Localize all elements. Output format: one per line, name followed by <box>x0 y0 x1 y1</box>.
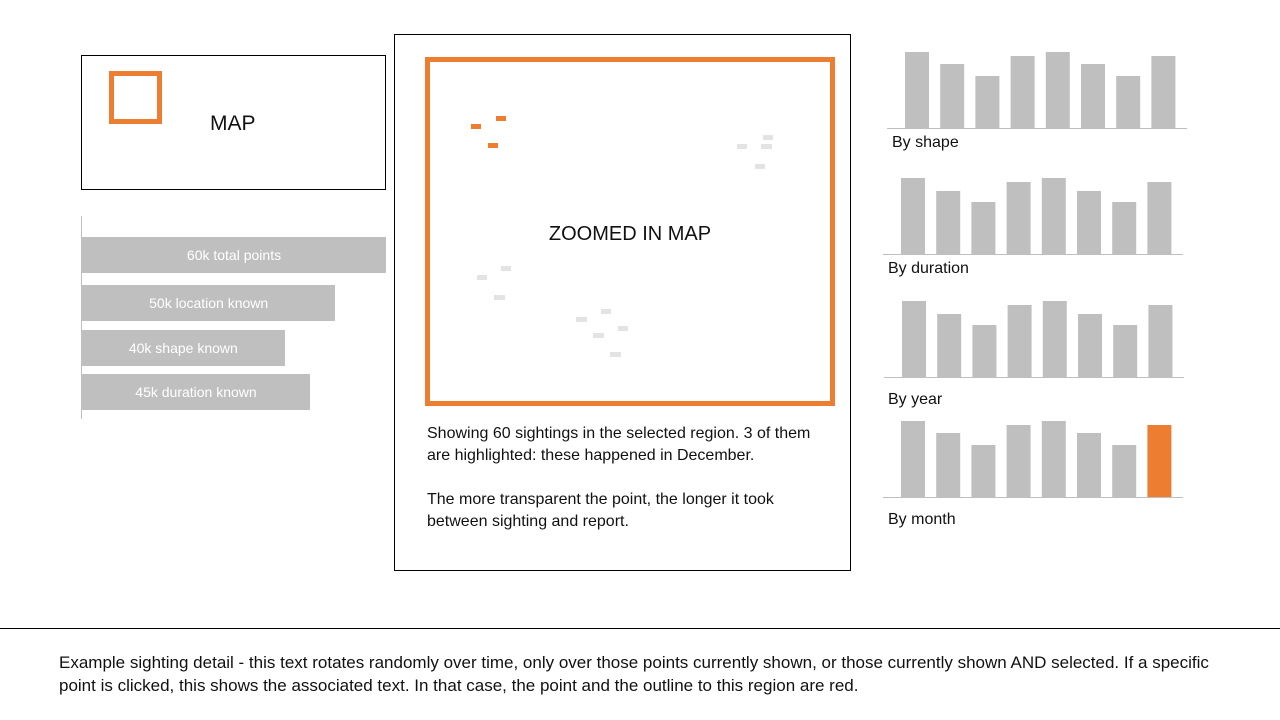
funnel-bar-label: 45k duration known <box>135 384 257 400</box>
bar[interactable] <box>1077 433 1101 497</box>
bar[interactable] <box>1041 178 1066 254</box>
sighting-point[interactable] <box>593 333 604 338</box>
chart-by-year-plot <box>884 301 1184 378</box>
zoomed-map-label: ZOOMED IN MAP <box>548 223 712 245</box>
chart-by-month-plot <box>883 421 1183 498</box>
sighting-point[interactable] <box>618 326 628 331</box>
bar[interactable] <box>971 445 996 497</box>
funnel-bar-location[interactable]: 50k location known <box>82 285 336 321</box>
bar[interactable] <box>905 52 929 128</box>
bar[interactable] <box>902 301 926 377</box>
funnel-bar-shape[interactable]: 40k shape known <box>82 330 285 366</box>
funnel-bar-total[interactable]: 60k total points <box>82 237 386 273</box>
bar[interactable] <box>1045 52 1070 128</box>
bar[interactable] <box>1006 425 1031 497</box>
bar[interactable] <box>1041 421 1066 497</box>
funnel-axis <box>81 216 82 419</box>
zoomed-map[interactable]: ZOOMED IN MAP <box>425 57 835 406</box>
bar[interactable] <box>1042 301 1067 377</box>
bar[interactable] <box>971 202 996 254</box>
chart-by-shape-plot <box>887 52 1187 129</box>
bar[interactable] <box>936 191 961 254</box>
chart-by-duration-plot <box>883 178 1183 255</box>
divider <box>0 628 1280 629</box>
bar[interactable] <box>936 433 961 497</box>
zoomed-map-description: Showing 60 sightings in the selected reg… <box>427 423 827 533</box>
bar[interactable] <box>975 76 1000 128</box>
chart-label: By duration <box>888 260 969 277</box>
overview-map[interactable]: MAP <box>81 55 386 190</box>
bar[interactable] <box>1077 191 1101 254</box>
highlighted-bar[interactable] <box>1147 425 1172 497</box>
chart-label: By month <box>888 511 956 528</box>
sighting-point[interactable] <box>501 266 511 271</box>
funnel-bar-label: 50k location known <box>149 295 269 311</box>
zoomed-map-panel: ZOOMED IN MAP Showing 60 sightings in th… <box>394 34 851 571</box>
chart-label: By year <box>888 391 943 408</box>
bar[interactable] <box>901 421 925 497</box>
bar[interactable] <box>1078 314 1102 377</box>
bar[interactable] <box>1113 325 1138 377</box>
funnel-bar-duration[interactable]: 45k duration known <box>82 374 310 410</box>
bar[interactable] <box>1151 56 1176 128</box>
chart-label: By shape <box>892 134 959 151</box>
bar[interactable] <box>1007 305 1032 377</box>
bar[interactable] <box>1006 182 1031 254</box>
bar[interactable] <box>1010 56 1035 128</box>
bar[interactable] <box>1112 445 1137 497</box>
sighting-point[interactable] <box>477 275 487 280</box>
bar[interactable] <box>940 64 965 128</box>
bar[interactable] <box>1148 305 1173 377</box>
sighting-detail-text: Example sighting detail - this text rota… <box>59 653 1209 695</box>
bar[interactable] <box>1147 182 1172 254</box>
bar[interactable] <box>1116 76 1141 128</box>
funnel-bar-label: 60k total points <box>186 247 282 263</box>
overview-map-label: MAP <box>210 112 256 135</box>
funnel-bar-label: 40k shape known <box>128 340 238 356</box>
description-paragraph: Showing 60 sightings in the selected reg… <box>427 425 811 464</box>
sighting-point[interactable] <box>601 309 611 314</box>
selected-region-marker[interactable] <box>109 71 162 124</box>
highlighted-sighting-point[interactable] <box>488 143 498 148</box>
sighting-point[interactable] <box>576 317 587 322</box>
sighting-point[interactable] <box>761 144 772 149</box>
bar[interactable] <box>1112 202 1137 254</box>
sighting-point[interactable] <box>763 135 773 140</box>
bar[interactable] <box>901 178 925 254</box>
sighting-point[interactable] <box>755 164 765 169</box>
sighting-point[interactable] <box>494 295 505 300</box>
highlighted-sighting-point[interactable] <box>496 116 506 121</box>
sighting-point[interactable] <box>610 352 621 357</box>
bar[interactable] <box>1081 64 1105 128</box>
bar[interactable] <box>937 314 962 377</box>
sighting-point[interactable] <box>737 144 747 149</box>
bar[interactable] <box>972 325 997 377</box>
highlighted-sighting-point[interactable] <box>471 124 481 129</box>
description-paragraph: The more transparent the point, the long… <box>427 491 774 530</box>
